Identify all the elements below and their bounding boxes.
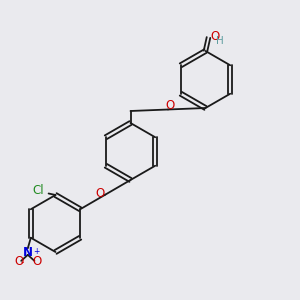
Text: Cl: Cl: [33, 184, 44, 197]
Text: O: O: [95, 187, 105, 200]
Text: O: O: [32, 255, 41, 268]
Text: O: O: [14, 255, 23, 268]
Text: N: N: [23, 246, 33, 259]
Text: +: +: [33, 247, 39, 256]
Text: O: O: [165, 99, 174, 112]
Text: -: -: [21, 258, 24, 267]
Text: O: O: [210, 29, 219, 43]
Text: H: H: [216, 35, 224, 46]
